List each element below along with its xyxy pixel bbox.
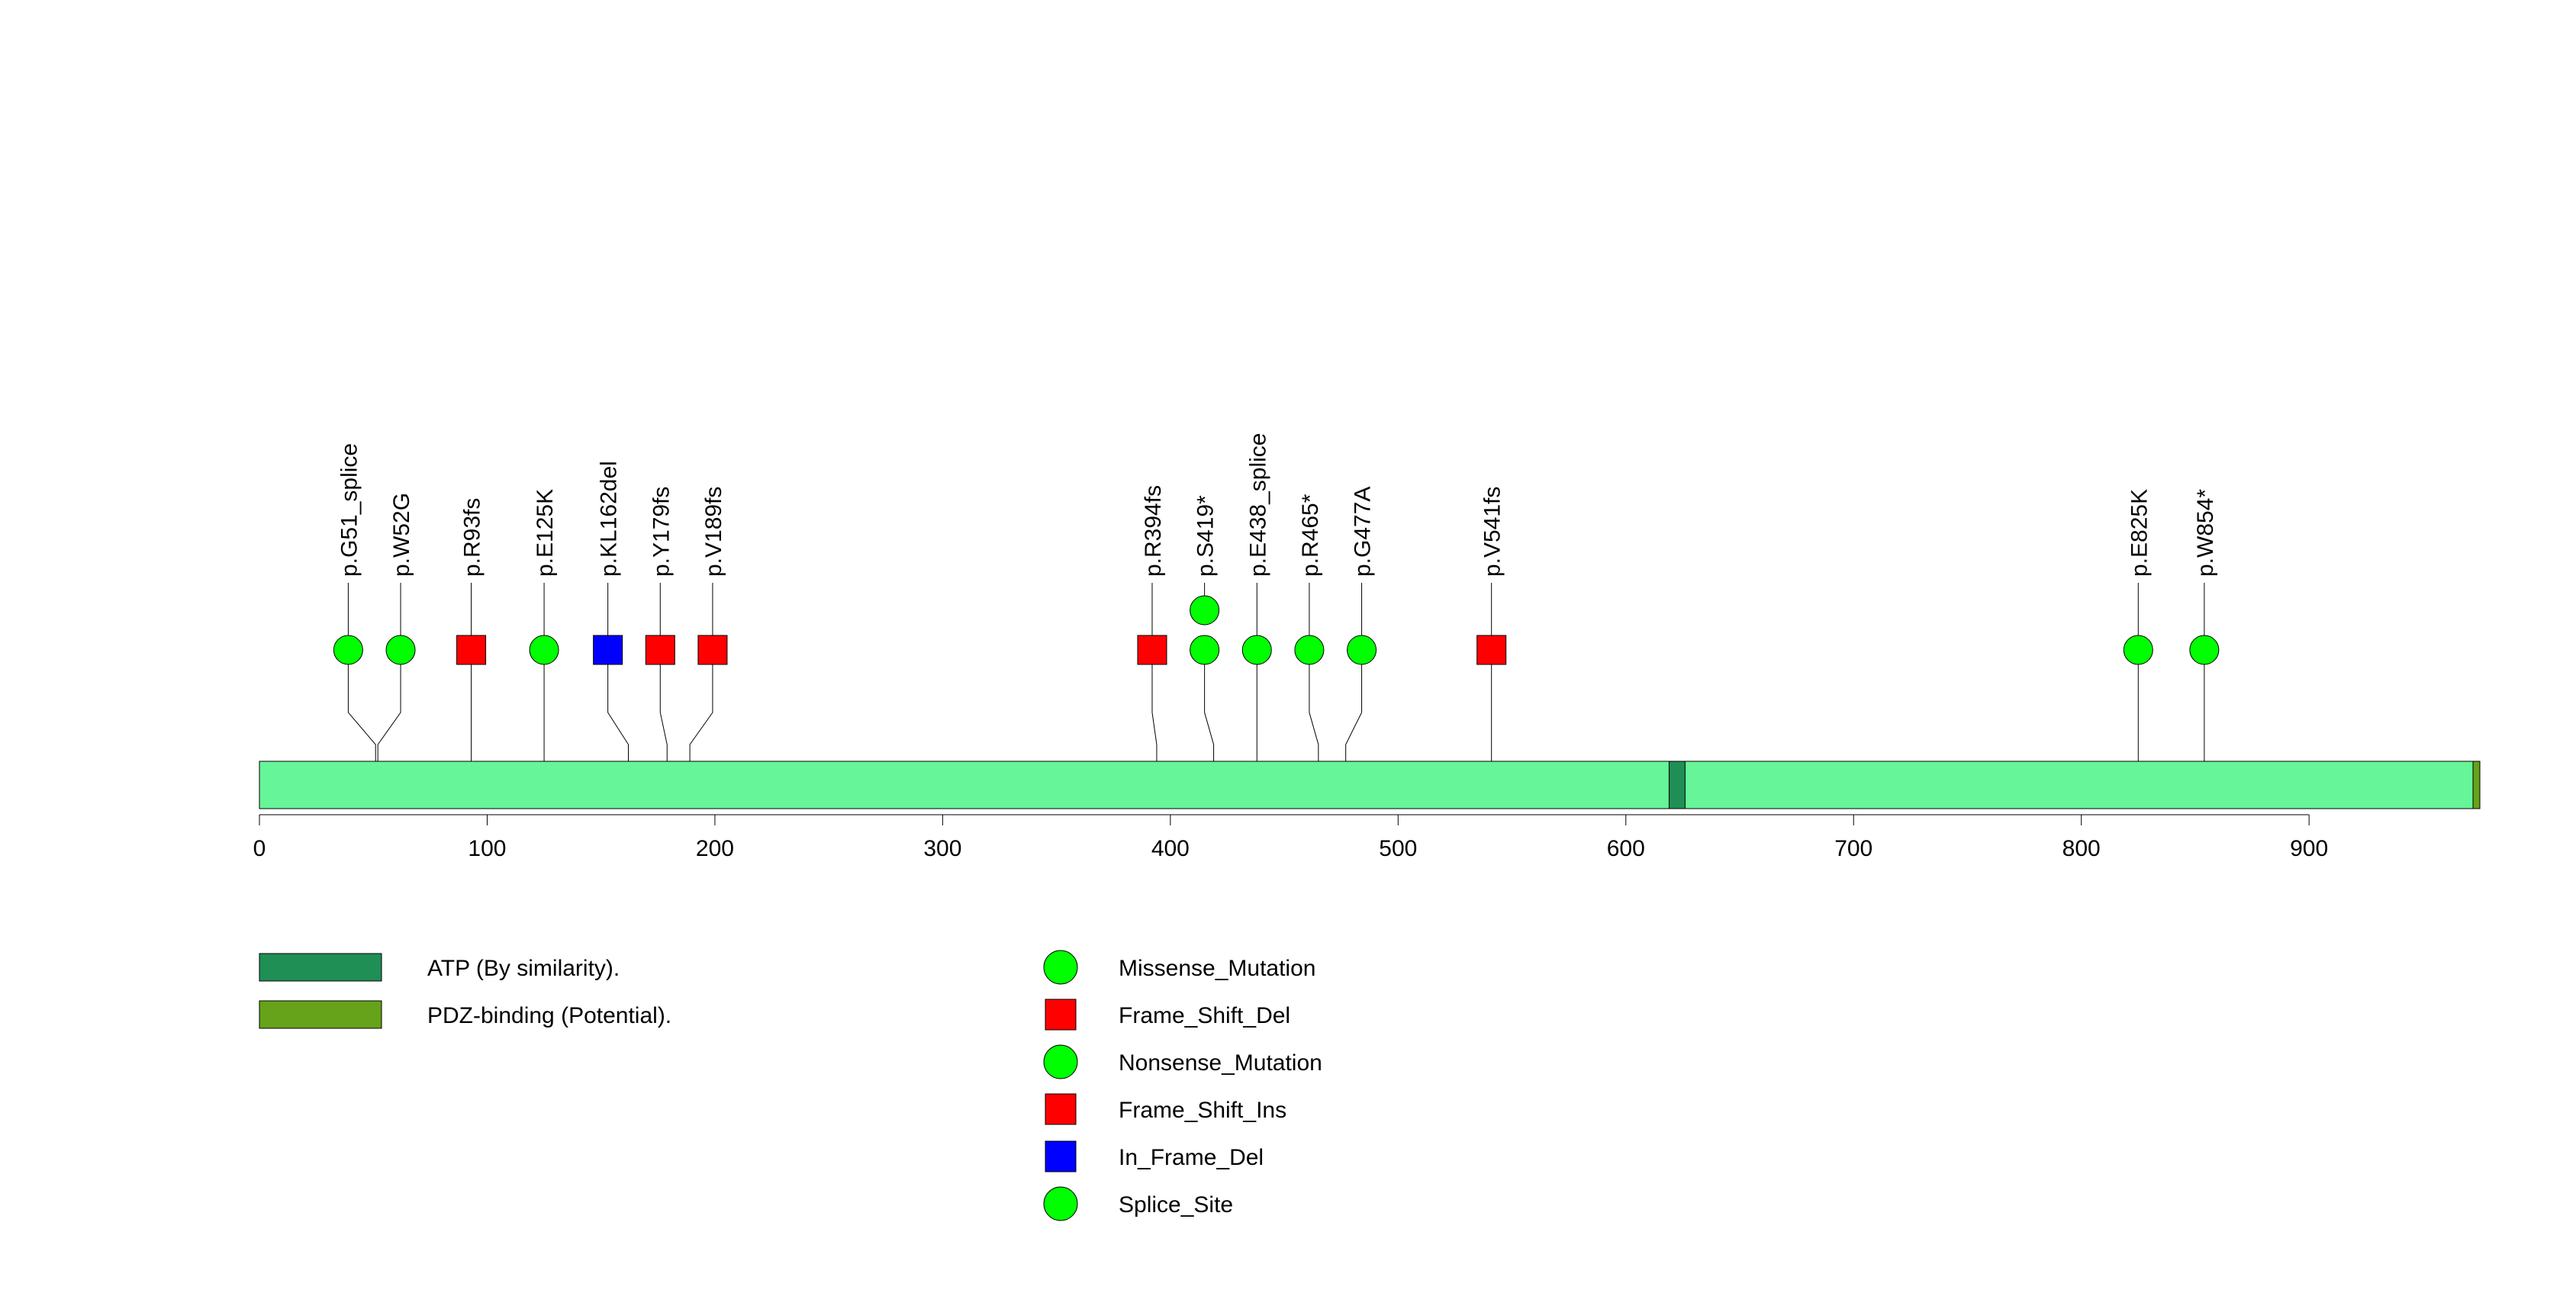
mutation-label: p.E825K	[2127, 489, 2152, 577]
legend-mutation-label: Frame_Shift_Del	[1119, 1003, 1290, 1028]
mutation-marker	[645, 635, 675, 665]
mutation-marker	[333, 635, 363, 665]
axis-tick-label: 900	[2290, 836, 2328, 861]
axis-tick-label: 500	[1379, 836, 1417, 861]
legend-domain-label: ATP (By similarity).	[427, 956, 620, 981]
mutation-marker	[529, 635, 559, 665]
protein-track	[259, 761, 2481, 809]
legend-mutation-swatch	[1043, 1044, 1078, 1079]
mutation-marker	[1137, 635, 1167, 665]
protein-bar	[259, 761, 2481, 809]
mutation-marker	[1476, 635, 1507, 665]
mutation-label: p.Y179fs	[649, 487, 674, 577]
legend-mutation-swatch	[1043, 950, 1078, 985]
mutation-label: p.V189fs	[701, 487, 726, 577]
legend-mutation-swatch	[1043, 1186, 1078, 1221]
mutation-marker	[1190, 595, 1220, 626]
axis-tick-label: 100	[468, 836, 506, 861]
axis-tick-label: 0	[253, 836, 266, 861]
legend-domain-swatch	[259, 1000, 382, 1029]
mutation-label: p.R394fs	[1141, 485, 1166, 577]
mutation-label: p.E125K	[533, 489, 558, 577]
mutation-label: p.KL162del	[597, 461, 622, 577]
mutation-marker	[2189, 635, 2220, 665]
axis-tick-label: 200	[696, 836, 734, 861]
legend-mutation-label: In_Frame_Del	[1119, 1145, 1264, 1170]
mutation-label: p.W52G	[389, 493, 414, 577]
mutation-marker	[697, 635, 728, 665]
axis-tick-label: 400	[1151, 836, 1190, 861]
mutation-marker	[1241, 635, 1272, 665]
axis-tick-label: 700	[1834, 836, 1872, 861]
mutation-label: p.E438_splice	[1245, 433, 1270, 577]
mutation-label: p.G51_splice	[336, 443, 362, 577]
mutation-label: p.R465*	[1298, 494, 1323, 577]
mutation-labels: p.G51_splice p.W52G p.R93fs p.E125K p.KL162d…	[336, 433, 2218, 635]
legend-domain-label: PDZ-binding (Potential).	[427, 1003, 671, 1028]
axis-tick-label: 600	[1607, 836, 1645, 861]
legend-domain-swatch	[259, 953, 382, 982]
legend-mutation-label: Nonsense_Mutation	[1119, 1050, 1322, 1076]
domain-block	[2472, 761, 2481, 809]
mutation-marker	[1347, 635, 1377, 665]
x-axis: 0 100 200 300 400 500 600 700 800 900	[253, 814, 2328, 861]
legend-mutation-swatch	[1045, 999, 1077, 1031]
legend-mutation-swatch	[1045, 1093, 1077, 1125]
legend: ATP (By similarity). PDZ-binding (Potenti…	[259, 950, 1322, 1221]
mutation-marker	[2123, 635, 2153, 665]
domain-block	[1668, 761, 1686, 809]
mutation-markers	[333, 595, 2220, 665]
legend-mutation-swatch	[1045, 1140, 1077, 1172]
legend-mutation-label: Splice_Site	[1119, 1192, 1233, 1217]
mutation-marker	[1294, 635, 1325, 665]
legend-mutation-label: Frame_Shift_Ins	[1119, 1098, 1286, 1123]
axis-tick-label: 300	[923, 836, 961, 861]
mutation-label: p.G477A	[1351, 487, 1376, 577]
mutation-label: p.W854*	[2193, 489, 2218, 577]
axis-tick-label: 800	[2062, 836, 2101, 861]
mutation-label: p.R93fs	[460, 498, 485, 577]
mutation-marker	[456, 635, 487, 665]
mutation-label: p.V541fs	[1480, 487, 1505, 577]
legend-mutation-label: Missense_Mutation	[1119, 956, 1315, 981]
mutation-marker	[593, 635, 623, 665]
mutation-label: p.S419*	[1193, 495, 1219, 577]
mutation-marker	[1190, 635, 1220, 665]
mutation-marker	[385, 635, 416, 665]
